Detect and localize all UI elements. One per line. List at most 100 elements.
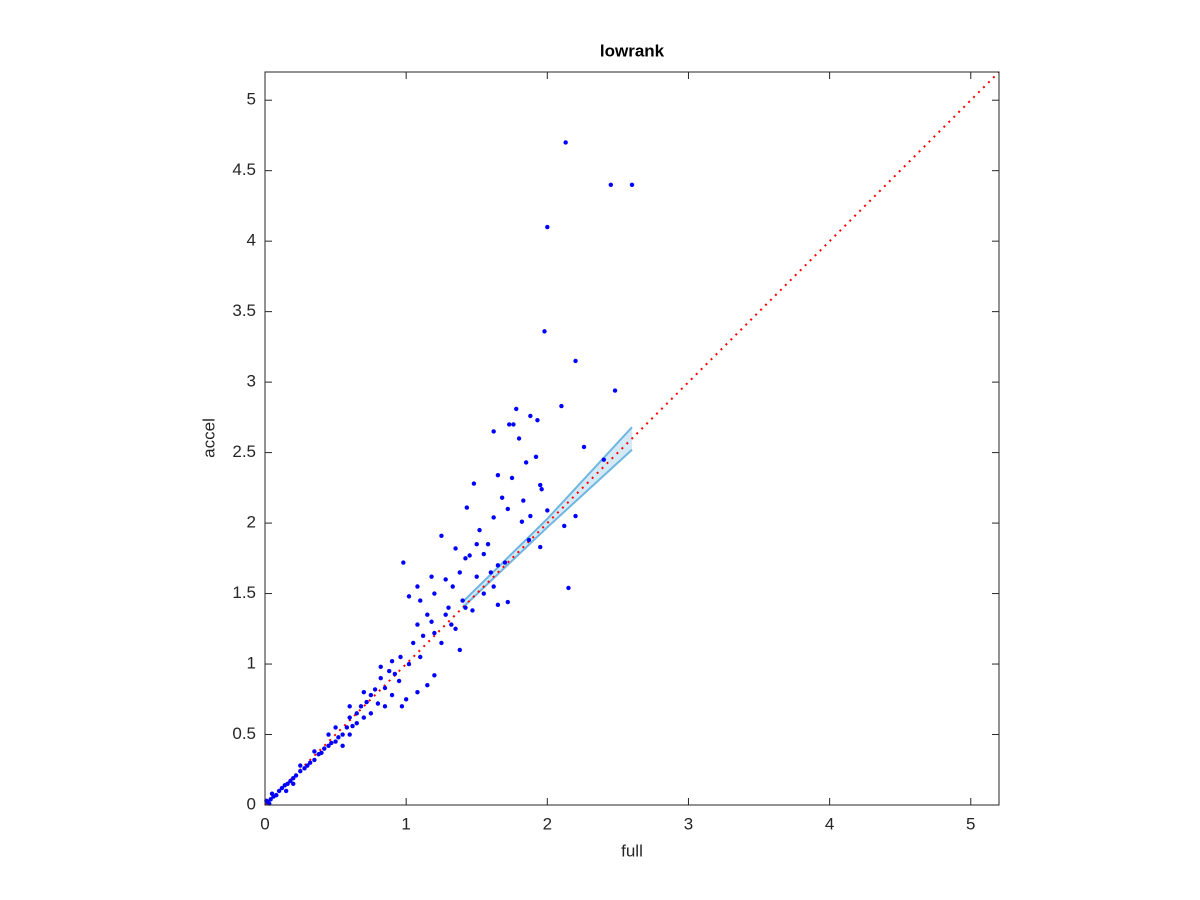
point [411,640,416,646]
x-tick-label: 4 [825,814,834,833]
point [358,704,364,709]
point [354,711,359,716]
x-tick-label: 0 [260,814,269,833]
point [528,513,533,519]
point [563,140,568,145]
point [612,388,618,393]
point [516,436,522,441]
point [361,715,367,720]
point [519,519,525,524]
point [401,560,406,565]
point [418,598,423,603]
x-tick-label: 2 [543,814,552,833]
point [378,675,383,681]
point [291,776,296,781]
point [506,422,512,427]
point [499,495,505,500]
point [545,508,550,513]
point [523,460,529,465]
point [403,697,409,702]
y-axis-label: accel [199,418,218,458]
point [573,513,578,519]
point [539,487,544,492]
point [396,678,402,684]
point [326,743,331,748]
point [450,584,455,589]
point [415,690,420,695]
point [326,732,331,737]
point [293,773,299,778]
point [364,699,369,705]
point [491,515,496,520]
point [449,622,454,627]
y-tick-label: 3 [247,372,256,391]
point [344,725,350,730]
point [481,591,486,596]
point [443,577,448,582]
point [460,598,465,603]
point [566,585,571,591]
point [467,553,472,558]
y-tick-label: 1 [247,654,256,673]
y-tick-label: 2 [247,513,256,532]
point [432,591,437,596]
y-tick-label: 1.5 [232,583,256,602]
point [399,704,405,709]
point [418,654,423,660]
point [269,791,275,796]
point [291,781,296,787]
point [406,594,412,599]
point [457,647,462,653]
point [340,743,345,748]
point [347,715,352,720]
point [398,654,403,660]
x-tick-label: 5 [966,814,975,833]
point [389,659,395,664]
point [495,472,501,478]
point [562,523,567,529]
point [533,454,539,460]
point [495,602,501,608]
point [329,740,334,746]
point [509,475,515,481]
point [502,560,508,565]
point [581,444,587,450]
point [288,778,293,784]
point [282,783,287,788]
y-tick-label: 0.5 [232,724,256,743]
point [387,668,392,674]
point [463,605,468,610]
point [511,422,516,427]
point [298,763,303,768]
point [382,704,388,709]
y-tick-label: 2.5 [232,442,256,461]
x-tick-label: 1 [401,814,410,833]
point [443,612,448,617]
point [340,732,345,737]
reference-line [264,71,1000,806]
point [528,413,533,419]
point [457,570,462,575]
point [336,735,341,740]
point [382,685,388,691]
point [545,224,550,230]
point [406,661,412,667]
point [474,542,479,547]
point [312,749,317,754]
point [439,533,444,538]
point [415,622,420,627]
point [439,640,444,646]
point [629,182,635,187]
point [538,544,543,550]
point [347,704,352,709]
point [322,746,327,751]
point [535,417,540,423]
point [368,692,374,698]
y-tick-label: 4.5 [232,160,256,179]
axes-box [264,71,1000,806]
point [375,701,381,706]
point [514,406,519,412]
band-lower [461,449,633,609]
point [505,506,510,512]
point [389,692,395,698]
